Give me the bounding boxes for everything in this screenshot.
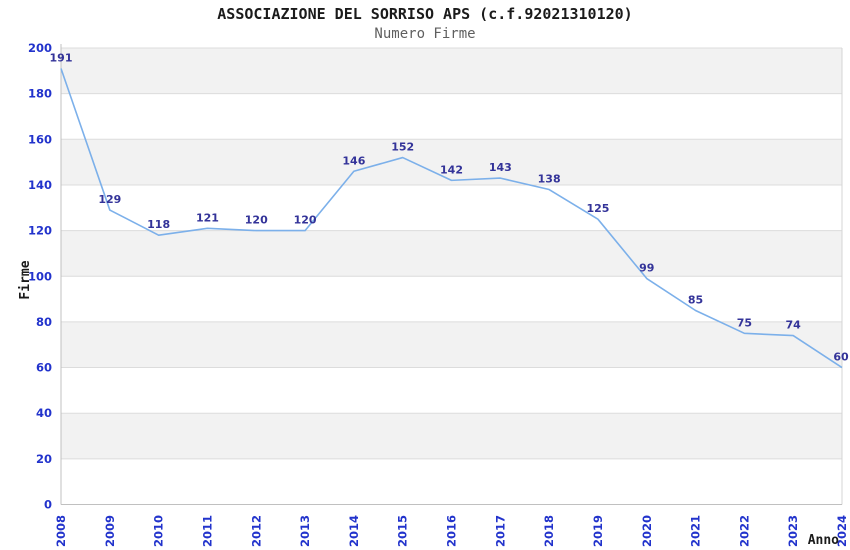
- point-label: 146: [342, 154, 365, 167]
- x-axis-title: Anno: [808, 533, 839, 548]
- x-tick-label: 2023: [786, 515, 800, 547]
- x-tick-label: 2012: [249, 515, 263, 547]
- point-label: 75: [737, 316, 752, 329]
- grid-band: [61, 413, 842, 459]
- x-tick-label: 2008: [54, 515, 68, 547]
- point-label: 118: [147, 218, 170, 231]
- point-label: 120: [294, 214, 317, 227]
- x-tick-label: 2014: [347, 515, 361, 547]
- y-axis-title: Firme: [18, 260, 33, 299]
- point-label: 60: [833, 351, 849, 364]
- y-tick-label: 40: [36, 406, 52, 420]
- y-tick-label: 120: [28, 224, 52, 238]
- x-tick-label: 2024: [835, 515, 849, 547]
- y-tick-label: 160: [28, 132, 52, 146]
- grid-band: [61, 321, 842, 368]
- point-label: 85: [688, 293, 703, 306]
- point-label: 152: [391, 141, 414, 154]
- y-tick-label: 20: [36, 452, 52, 466]
- x-tick-label: 2018: [542, 515, 556, 547]
- x-tick-label: 2019: [591, 515, 605, 547]
- grid-band: [61, 230, 842, 277]
- y-tick-label: 200: [28, 41, 52, 55]
- point-label: 121: [196, 211, 219, 224]
- series-line: [60, 68, 843, 369]
- y-tick-label: 60: [36, 361, 52, 375]
- y-tick-label: 0: [44, 498, 52, 512]
- x-tick-label: 2009: [103, 515, 117, 547]
- grid-band: [61, 139, 842, 185]
- point-label: 99: [639, 262, 654, 275]
- y-tick-label: 100: [28, 269, 52, 283]
- x-tick-label: 2013: [298, 515, 312, 547]
- chart-subtitle: Numero Firme: [374, 26, 476, 42]
- x-tick-label: 2015: [396, 515, 410, 547]
- point-label: 191: [50, 52, 73, 65]
- point-label: 129: [98, 193, 121, 206]
- x-tick-label: 2010: [152, 515, 166, 547]
- x-tick-label: 2022: [737, 515, 751, 547]
- x-tick-label: 2020: [640, 515, 654, 547]
- x-tick-label: 2016: [445, 515, 459, 547]
- x-tick-label: 2021: [689, 515, 703, 547]
- x-tick-label: 2017: [493, 515, 507, 547]
- x-tick-label: 2011: [200, 515, 214, 547]
- point-label: 74: [786, 319, 802, 332]
- chart-title: ASSOCIAZIONE DEL SORRISO APS (c.f.920213…: [217, 5, 633, 23]
- grid-band: [61, 48, 842, 94]
- point-label: 142: [440, 163, 463, 176]
- y-tick-label: 140: [28, 178, 52, 192]
- point-label: 120: [245, 214, 268, 227]
- y-tick-label: 80: [36, 315, 52, 329]
- point-label: 143: [489, 161, 512, 174]
- point-label: 125: [586, 202, 609, 215]
- y-tick-label: 180: [28, 87, 52, 101]
- point-label: 138: [538, 173, 561, 186]
